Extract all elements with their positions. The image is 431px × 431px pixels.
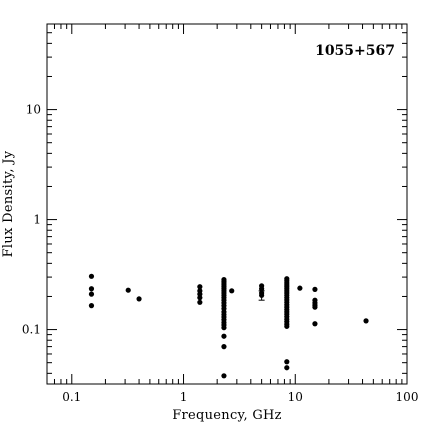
tick-marks bbox=[46, 23, 408, 384]
data-point bbox=[88, 286, 95, 292]
data-point bbox=[221, 333, 227, 339]
data-point bbox=[259, 286, 265, 292]
data-point bbox=[297, 285, 303, 291]
x-axis-title: Frequency, GHz bbox=[172, 408, 282, 423]
data-point bbox=[88, 291, 95, 297]
tick-labels: 0.1 1 10 100 0.1 1 10 bbox=[22, 103, 419, 404]
y-tick-label: 0.1 bbox=[22, 323, 41, 337]
data-point bbox=[259, 292, 265, 298]
chart-title: 1055+567 bbox=[315, 43, 395, 59]
x-tick-label: 0.1 bbox=[62, 390, 81, 404]
data-point bbox=[197, 284, 203, 290]
y-tick-label: 1 bbox=[33, 213, 41, 227]
data-points bbox=[88, 273, 369, 379]
x-tick-label: 100 bbox=[396, 390, 419, 404]
data-point bbox=[363, 318, 369, 324]
data-point bbox=[312, 321, 318, 327]
data-point bbox=[221, 325, 227, 331]
data-point bbox=[197, 299, 203, 305]
data-point bbox=[88, 303, 95, 309]
data-point bbox=[125, 287, 131, 293]
data-point bbox=[312, 304, 318, 310]
data-point bbox=[284, 323, 290, 329]
x-tick-label: 10 bbox=[288, 390, 303, 404]
data-point bbox=[284, 365, 290, 371]
y-axis-title: Flux Density, Jy bbox=[1, 150, 16, 257]
data-point bbox=[312, 286, 318, 292]
x-tick-label: 1 bbox=[180, 390, 188, 404]
data-point bbox=[136, 296, 142, 302]
data-point bbox=[221, 344, 227, 350]
data-point bbox=[284, 359, 290, 365]
data-point bbox=[221, 373, 227, 379]
data-point bbox=[88, 273, 95, 279]
data-point bbox=[197, 295, 203, 301]
y-tick-label: 10 bbox=[26, 103, 41, 117]
data-point bbox=[229, 288, 235, 294]
plot-frame bbox=[46, 23, 408, 385]
